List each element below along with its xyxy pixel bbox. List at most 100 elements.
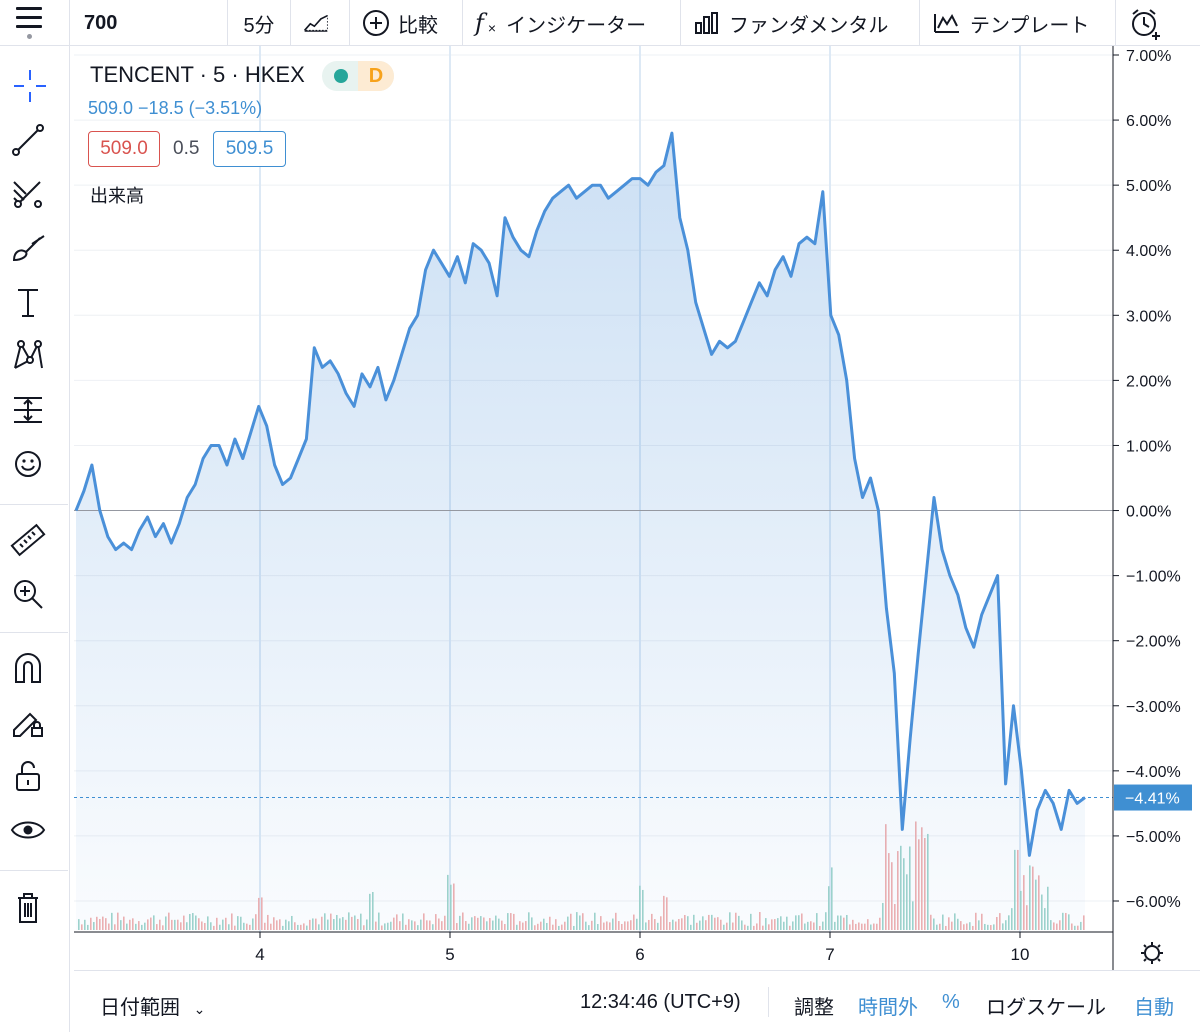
chart-style-button[interactable] [291, 0, 350, 46]
indicators-button[interactable]: f × インジケーター [463, 0, 681, 46]
spread-value: 0.5 [173, 138, 200, 159]
sell-button[interactable]: 509.0 [88, 131, 160, 167]
remove-drawings-tool[interactable] [8, 888, 48, 928]
divider [768, 987, 769, 1017]
market-status-badge[interactable]: D [322, 61, 394, 91]
zoom-in-icon [14, 580, 43, 609]
compare-label: 比較 [398, 14, 438, 37]
chevron-down-icon: ⌄ [193, 1001, 206, 1017]
text-tool[interactable] [8, 282, 48, 322]
date-range-button[interactable]: 日付範囲 ⌄ [100, 991, 205, 1020]
interval-label: 5分 [243, 14, 275, 37]
time-tick-label: 5 [445, 945, 454, 964]
buy-button[interactable]: 509.5 [213, 131, 286, 167]
price-tick-label: 7.00% [1126, 48, 1171, 65]
top-toolbar: 700 5分 比較 f × インジケーター [0, 0, 1200, 46]
bottom-toolbar: 日付範囲 ⌄ 12:34:46 (UTC+9) 調整 時間外 % ログスケール … [74, 970, 1200, 1032]
price-chart[interactable]: 7.00% 6.00% 5.00% 4.00% 3.00% 2.00% 1.00% 0.00%… [0, 0, 1200, 970]
time-axis[interactable]: 4 5 6 7 10 [255, 932, 1029, 964]
measure-levels-tool[interactable] [8, 390, 48, 430]
crosshair-tool[interactable] [10, 66, 50, 106]
interval-button[interactable]: 5分 [228, 0, 291, 46]
templates-button[interactable]: テンプレート [920, 0, 1116, 46]
indicators-label: インジケーター [506, 14, 647, 37]
trend-line-tool[interactable] [8, 120, 48, 160]
price-tick-label: 5.00% [1126, 178, 1171, 195]
unlock-icon [16, 761, 40, 791]
text-icon [18, 289, 38, 317]
price-tick-label: 1.00% [1126, 438, 1171, 455]
alarm-clock-icon [1132, 9, 1160, 40]
extended-hours-toggle[interactable]: 時間外 [858, 997, 918, 1019]
icon-tool[interactable] [8, 444, 48, 484]
brush-tool[interactable] [8, 228, 48, 268]
price-tick-label: 0.00% [1126, 504, 1171, 521]
crosshair-icon [14, 70, 46, 102]
magnet-tool[interactable] [8, 648, 48, 688]
fib-tool[interactable] [8, 174, 48, 214]
symbol-text: 700 [84, 11, 118, 34]
smiley-icon [15, 451, 41, 477]
gear-icon [1144, 945, 1160, 961]
last-value-label: −4.41% [1114, 784, 1192, 811]
pattern-icon [14, 340, 43, 369]
area-chart-icon [303, 14, 328, 32]
delay-badge: D [358, 61, 394, 91]
bar-chart-icon [695, 12, 718, 34]
clock-display[interactable]: 12:34:46 (UTC+9) [580, 991, 741, 1013]
legend-symbol[interactable]: TENCENT · 5 · HKEX [90, 62, 305, 87]
auto-scale-toggle[interactable]: 自動 [1134, 997, 1174, 1019]
price-tick-label: −5.00% [1126, 829, 1181, 846]
lock-all-tool[interactable] [8, 756, 48, 796]
menu-icon-line [16, 25, 42, 28]
price-tick-label: −2.00% [1126, 634, 1181, 651]
adjust-toggle[interactable]: 調整 [794, 997, 834, 1019]
price-tick-label: −6.00% [1126, 894, 1181, 911]
last-value-text: −4.41% [1125, 791, 1180, 808]
ruler-icon [10, 523, 46, 557]
alert-button[interactable] [1116, 0, 1200, 46]
menu-icon-line [16, 16, 42, 19]
pencil-lock-icon [13, 712, 43, 737]
fundamentals-button[interactable]: ファンダメンタル [681, 0, 920, 46]
zoom-tool[interactable] [8, 574, 48, 614]
price-tick-label: 4.00% [1126, 243, 1171, 260]
templates-label: テンプレート [970, 14, 1090, 37]
legend-change: 509.0 −18.5 (−3.51%) [88, 98, 263, 118]
price-axis[interactable]: 7.00% 6.00% 5.00% 4.00% 3.00% 2.00% 1.00% 0.00%… [1113, 48, 1181, 911]
fundamentals-label: ファンダメンタル [729, 14, 889, 37]
brush-icon [12, 235, 45, 262]
time-tick-label: 7 [825, 945, 834, 964]
symbol-search-button[interactable]: 700 [72, 0, 228, 46]
price-area-fill [76, 133, 1085, 931]
price-tick-label: −3.00% [1126, 699, 1181, 716]
magnet-icon [15, 653, 41, 683]
hamburger-menu-button[interactable] [0, 0, 70, 46]
toolbar-divider [0, 870, 68, 871]
compare-button[interactable]: 比較 [350, 0, 463, 46]
time-tick-label: 6 [635, 945, 644, 964]
time-tick-label: 10 [1011, 945, 1030, 964]
pitchfork-icon [13, 181, 42, 208]
template-chart-icon [934, 13, 959, 33]
trend-line-icon [12, 124, 44, 156]
volume-legend[interactable]: 出来高 [90, 186, 144, 206]
eye-icon [10, 821, 46, 839]
levels-icon [14, 397, 42, 423]
hide-drawings-tool[interactable] [8, 810, 48, 850]
market-open-dot [334, 69, 348, 83]
toolbar-divider [0, 632, 68, 633]
price-tick-label: 6.00% [1126, 113, 1171, 130]
ruler-tool[interactable] [8, 520, 48, 560]
price-tick-label: 3.00% [1126, 308, 1171, 325]
time-tick-label: 4 [255, 945, 264, 964]
menu-icon [16, 7, 42, 10]
pattern-tool[interactable] [8, 336, 48, 376]
fx-icon: f [475, 9, 484, 37]
settings-button[interactable] [1141, 942, 1163, 964]
menu-indicator-dot [27, 34, 32, 39]
lock-drawing-tool[interactable] [8, 702, 48, 742]
log-scale-toggle[interactable]: ログスケール [986, 997, 1106, 1019]
percent-scale-toggle[interactable]: % [942, 991, 960, 1013]
